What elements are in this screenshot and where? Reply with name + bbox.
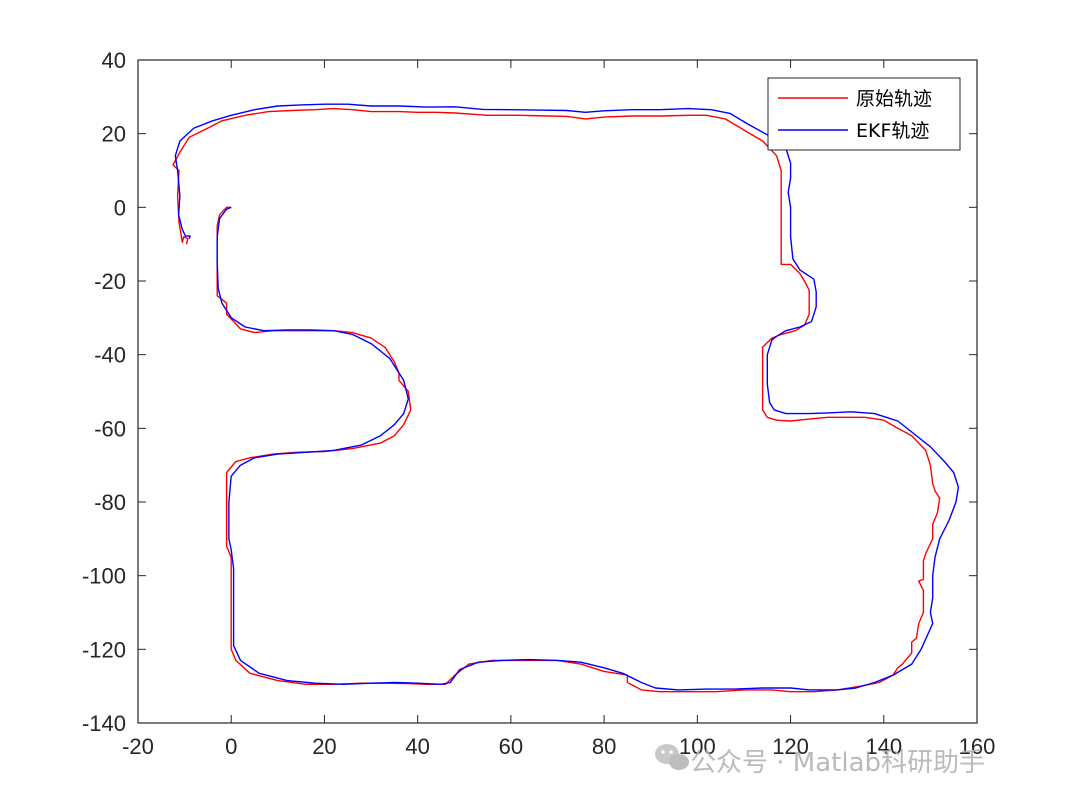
x-tick-label: 80 — [592, 734, 616, 759]
series-line-ekf — [174, 103, 960, 691]
legend-box — [767, 77, 961, 151]
x-tick-label: -20 — [122, 734, 154, 759]
legend-label-ekf: EKF轨迹 — [856, 120, 929, 142]
y-tick-label: 20 — [102, 122, 126, 147]
y-tick-label: -20 — [94, 269, 126, 294]
x-tick-label: 40 — [405, 734, 429, 759]
legend-label-raw: 原始轨迹 — [856, 88, 932, 110]
y-tick-label: -100 — [82, 564, 126, 589]
legend: 原始轨迹 EKF轨迹 — [767, 77, 961, 151]
y-axis-ticks: 40 20 0 -20 -40 -60 -80 -100 -120 -140 — [82, 48, 977, 736]
x-tick-label: 60 — [499, 734, 523, 759]
watermark-text: 公众号 · Matlab科研助手 — [690, 748, 985, 778]
x-tick-label: 140 — [865, 734, 902, 759]
x-tick-label: 120 — [772, 734, 809, 759]
y-tick-label: -60 — [94, 416, 126, 441]
y-tick-label: -80 — [94, 490, 126, 515]
x-axis-ticks: -20 0 20 40 60 80 100 120 140 160 — [122, 60, 995, 759]
x-tick-label: 0 — [225, 734, 237, 759]
axes-frame — [137, 59, 978, 724]
series-line-raw — [172, 107, 941, 693]
series-layer — [172, 103, 960, 693]
watermark: 公众号 · Matlab科研助手 — [655, 744, 985, 778]
x-tick-label: 160 — [959, 734, 996, 759]
y-tick-label: -140 — [82, 711, 126, 736]
y-tick-label: 0 — [114, 195, 126, 220]
plot-area: -20 0 20 40 60 80 100 120 140 160 40200-20-40-60-… — [82, 48, 995, 759]
y-tick-label: -40 — [94, 343, 126, 368]
x-tick-label: 100 — [679, 734, 716, 759]
y-tick-label: 40 — [102, 48, 126, 73]
wechat-icon — [655, 744, 689, 770]
y-tick-label: -120 — [82, 637, 126, 662]
x-tick-label: 20 — [312, 734, 336, 759]
